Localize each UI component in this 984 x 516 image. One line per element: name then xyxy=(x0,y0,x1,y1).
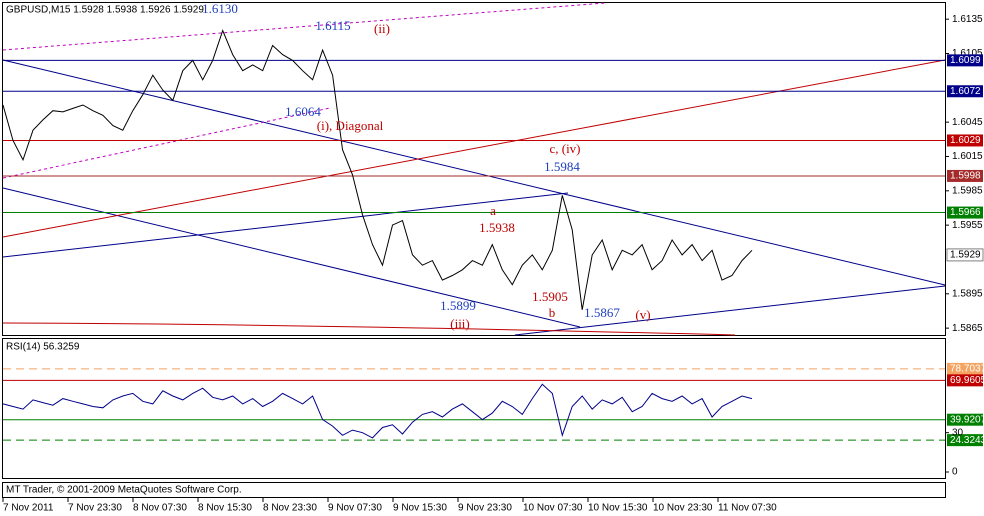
y-tick-label: 1.6105 xyxy=(952,48,983,59)
trend-line xyxy=(2,2,606,51)
trend-line xyxy=(2,322,736,336)
y-tick-label: 1.6015 xyxy=(952,151,983,162)
x-tick-label: 8 Nov 07:30 xyxy=(133,503,187,514)
annotation: (ii) xyxy=(374,21,390,36)
annotation: 1.5899 xyxy=(440,298,476,313)
x-tick-label: 7 Nov 23:30 xyxy=(68,503,122,514)
y-tick-label: 1.6135 xyxy=(952,14,983,25)
x-tick-label: 10 Nov 07:30 xyxy=(523,503,583,514)
annotation: c, (iv) xyxy=(549,141,580,156)
level-label: 1.6029 xyxy=(950,135,981,146)
rsi-level-label: 39.9207 xyxy=(950,414,984,425)
rsi-level-label-bg xyxy=(947,374,983,387)
y-tick-label: 1.5865 xyxy=(952,323,983,334)
x-tick-label: 10 Nov 23:30 xyxy=(653,503,713,514)
level-label-bg xyxy=(947,85,983,98)
level-label-bg xyxy=(947,169,983,182)
rsi-level-label: 24.3243 xyxy=(950,435,984,446)
annotation: 1.6115 xyxy=(315,18,350,33)
rsi-title: RSI(14) 56.3259 xyxy=(6,342,80,353)
x-tick-label: 8 Nov 23:30 xyxy=(263,503,317,514)
price-line xyxy=(2,29,753,310)
footer-panel xyxy=(2,482,946,498)
annotation: (v) xyxy=(635,307,650,322)
footer: MT Trader, © 2001-2009 MetaQuotes Softwa… xyxy=(6,485,242,496)
x-tick-label: 9 Nov 07:30 xyxy=(328,503,382,514)
chart-title: GBPUSD,M15 1.5928 1.5938 1.5926 1.5929 xyxy=(6,5,204,16)
annotation: (iii) xyxy=(450,316,470,331)
rsi-level-label-bg xyxy=(947,362,983,375)
trend-line xyxy=(2,107,331,179)
level-label: 1.6072 xyxy=(950,86,981,97)
rsi-level-label-bg xyxy=(947,434,983,447)
x-tick-label: 9 Nov 23:30 xyxy=(458,503,512,514)
x-tick-label: 10 Nov 15:30 xyxy=(588,503,648,514)
level-label: 1.5966 xyxy=(950,207,981,218)
annotation: 1.6064 xyxy=(285,104,321,119)
level-label-bg xyxy=(947,54,983,67)
rsi-level-label-bg xyxy=(947,413,983,426)
trend-lines xyxy=(2,2,946,336)
annotation: a xyxy=(490,203,496,218)
x-tick-label: 8 Nov 15:30 xyxy=(198,503,252,514)
last-price-label: 1.5929 xyxy=(950,250,981,261)
x-tick-label: 9 Nov 15:30 xyxy=(393,503,447,514)
level-label-bg xyxy=(947,206,983,219)
trend-line xyxy=(2,187,581,328)
level-label: 1.6099 xyxy=(950,55,981,66)
trend-line xyxy=(2,59,946,238)
level-label: 1.5998 xyxy=(950,171,981,182)
y-tick-label: 1.5955 xyxy=(952,220,983,231)
x-tick-label: 11 Nov 07:30 xyxy=(718,503,777,514)
main-panel xyxy=(2,2,946,336)
trend-line xyxy=(514,285,946,336)
rsi-level-label: 69.9605 xyxy=(950,375,984,386)
rsi-panel xyxy=(2,338,946,479)
annotation: 1.6130 xyxy=(202,1,238,16)
rsi-line xyxy=(2,383,753,439)
y-tick-label: 1.6045 xyxy=(952,117,983,128)
y-tick-label: 1.5985 xyxy=(952,185,983,196)
annotation: (i), Diagonal xyxy=(317,118,384,133)
annotation: 1.5984 xyxy=(544,159,580,174)
annotation: 1.5905 xyxy=(532,289,568,304)
level-label-bg xyxy=(947,134,983,147)
last-price-bg xyxy=(946,248,984,262)
trend-line xyxy=(2,192,569,258)
x-tick-label: 7 Nov 2011 xyxy=(3,503,54,514)
annotation: b xyxy=(549,305,556,320)
annotation: 1.5867 xyxy=(584,305,620,320)
rsi-level-label: 78.7037 xyxy=(950,364,984,375)
rsi-y-tick-label: 0 xyxy=(952,467,958,478)
y-tick-label: 1.5895 xyxy=(952,288,983,299)
trend-line xyxy=(2,59,946,286)
annotation: 1.5938 xyxy=(479,220,515,235)
rsi-y-tick-label: 30 xyxy=(952,427,964,438)
